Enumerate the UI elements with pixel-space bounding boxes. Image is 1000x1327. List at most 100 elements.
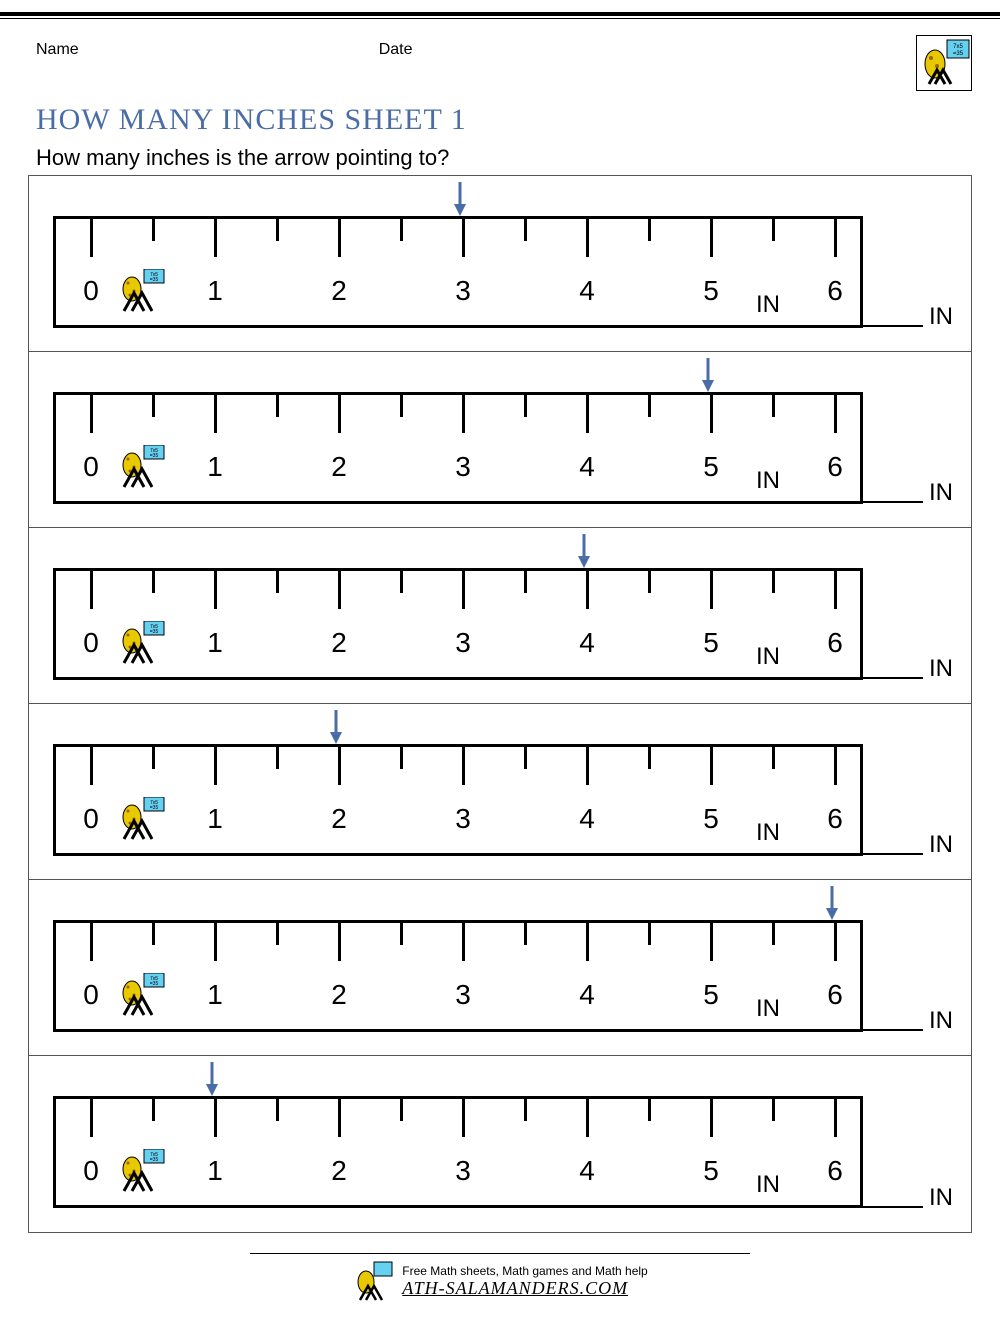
ruler: 0123456IN 7x5 =35: [53, 216, 863, 328]
tick-minor: [524, 747, 527, 769]
tick-major: [834, 923, 837, 961]
site-logo: 7x5 =35: [916, 35, 972, 91]
answer-blank[interactable]: IN: [863, 303, 953, 331]
tick-minor: [648, 1099, 651, 1121]
tick-minor: [276, 219, 279, 241]
ruler-number: 1: [207, 1155, 223, 1187]
ruler-number: 4: [579, 979, 595, 1011]
answer-blank[interactable]: IN: [863, 831, 953, 859]
arrow-icon: [825, 884, 839, 920]
tick-major: [834, 1099, 837, 1137]
tick-minor: [772, 219, 775, 241]
answer-unit: IN: [929, 655, 953, 683]
salamander-icon: 7x5 =35: [118, 269, 166, 313]
tick-major: [586, 747, 589, 785]
ruler: 0123456IN 7x5 =35: [53, 920, 863, 1032]
answer-blank[interactable]: IN: [863, 1184, 953, 1212]
ruler-number: 2: [331, 979, 347, 1011]
ruler-number: 4: [579, 1155, 595, 1187]
tick-major: [338, 219, 341, 257]
tick-minor: [152, 923, 155, 945]
ruler-number: 0: [83, 627, 99, 659]
svg-text:=35: =35: [953, 51, 964, 57]
tick-major: [338, 395, 341, 433]
ruler-number: 1: [207, 803, 223, 835]
footer-site: ATH-SALAMANDERS.COM: [402, 1278, 647, 1299]
arrow-icon: [329, 708, 343, 744]
tick-minor: [400, 395, 403, 417]
tick-minor: [276, 747, 279, 769]
name-label: Name: [36, 41, 79, 59]
answer-unit: IN: [929, 831, 953, 859]
answer-unit: IN: [929, 1184, 953, 1212]
ruler: 0123456IN 7x5 =35: [53, 1096, 863, 1208]
answer-blank[interactable]: IN: [863, 1007, 953, 1035]
ruler-unit-label: IN: [756, 995, 780, 1023]
ruler-number: 5: [703, 627, 719, 659]
ruler-number: 3: [455, 275, 471, 307]
tick-minor: [400, 923, 403, 945]
ruler-number: 3: [455, 979, 471, 1011]
tick-minor: [400, 219, 403, 241]
svg-text:=35: =35: [150, 277, 159, 283]
tick-major: [462, 1099, 465, 1137]
tick-minor: [524, 1099, 527, 1121]
salamander-icon: 7x5 =35: [118, 973, 166, 1017]
tick-major: [710, 923, 713, 961]
arrow-icon: [577, 532, 591, 568]
answer-unit: IN: [929, 479, 953, 507]
tick-minor: [648, 923, 651, 945]
tick-minor: [152, 747, 155, 769]
tick-major: [834, 571, 837, 609]
tick-major: [834, 219, 837, 257]
ruler-number: 5: [703, 1155, 719, 1187]
ruler-number: 3: [455, 803, 471, 835]
date-label: Date: [379, 41, 413, 59]
question-row: 0123456IN 7x5 =35 IN: [29, 176, 971, 352]
svg-text:=35: =35: [150, 629, 159, 635]
blank-line: [863, 1029, 923, 1031]
tick-major: [586, 219, 589, 257]
ruler-number: 4: [579, 803, 595, 835]
tick-major: [90, 923, 93, 961]
ruler-unit-label: IN: [756, 1171, 780, 1199]
ruler-number: 2: [331, 451, 347, 483]
tick-major: [710, 219, 713, 257]
ruler-number: 0: [83, 275, 99, 307]
tick-major: [462, 395, 465, 433]
answer-unit: IN: [929, 1007, 953, 1035]
ruler-number: 0: [83, 803, 99, 835]
tick-minor: [276, 1099, 279, 1121]
ruler: 0123456IN 7x5 =35: [53, 392, 863, 504]
tick-major: [214, 395, 217, 433]
svg-text:7x5: 7x5: [953, 44, 963, 50]
tick-major: [214, 219, 217, 257]
tick-major: [462, 923, 465, 961]
tick-minor: [772, 571, 775, 593]
blank-line: [863, 325, 923, 327]
salamander-icon: 7x5 =35: [118, 797, 166, 841]
footer-logo: [352, 1260, 394, 1302]
tick-major: [586, 395, 589, 433]
tick-major: [338, 571, 341, 609]
ruler: 0123456IN 7x5 =35: [53, 744, 863, 856]
tick-major: [586, 923, 589, 961]
tick-major: [214, 1099, 217, 1137]
tick-major: [90, 747, 93, 785]
ruler-number: 6: [827, 979, 843, 1011]
tick-major: [462, 571, 465, 609]
tick-major: [90, 219, 93, 257]
ruler-number: 6: [827, 803, 843, 835]
ruler-unit-label: IN: [756, 467, 780, 495]
question-row: 0123456IN 7x5 =35 IN: [29, 1056, 971, 1232]
arrow-icon: [205, 1060, 219, 1096]
salamander-icon: 7x5 =35: [118, 445, 166, 489]
tick-major: [710, 571, 713, 609]
answer-blank[interactable]: IN: [863, 479, 953, 507]
tick-major: [834, 747, 837, 785]
ruler-number: 5: [703, 803, 719, 835]
answer-blank[interactable]: IN: [863, 655, 953, 683]
tick-major: [462, 219, 465, 257]
tick-major: [338, 923, 341, 961]
tick-major: [214, 923, 217, 961]
